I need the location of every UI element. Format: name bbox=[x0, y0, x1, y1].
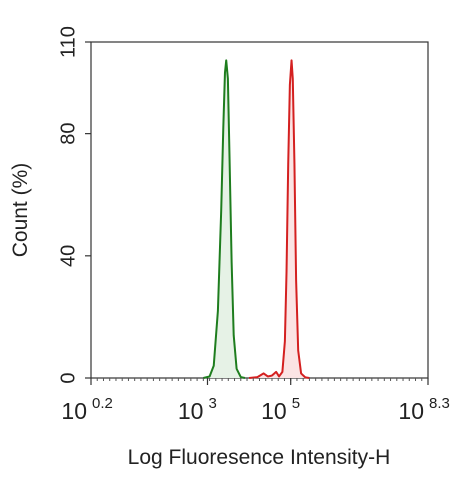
series-2-fill bbox=[249, 60, 310, 378]
series-1-fill bbox=[203, 60, 245, 378]
series-layer bbox=[203, 59, 310, 379]
y-tick-label: 40 bbox=[57, 245, 79, 267]
x-tick-label: 10 bbox=[61, 398, 87, 424]
x-tick-exponent: 5 bbox=[292, 395, 300, 412]
x-tick-exponent: 8.3 bbox=[429, 395, 450, 412]
y-tick-label: 0 bbox=[57, 372, 79, 383]
x-tick-exponent: 0.2 bbox=[92, 395, 113, 412]
y-tick-label: 80 bbox=[57, 123, 79, 145]
x-tick-label: 10 bbox=[261, 398, 287, 424]
x-tick-label: 10 bbox=[398, 398, 424, 424]
x-axis-label: Log Fluoresence Intensity-H bbox=[128, 446, 391, 469]
plot-frame bbox=[90, 41, 429, 379]
series-2-line bbox=[248, 59, 310, 379]
y-tick-label: 110 bbox=[57, 26, 79, 58]
plot-area bbox=[90, 41, 429, 379]
series-1-line bbox=[203, 59, 246, 379]
x-tick-exponent: 3 bbox=[208, 395, 216, 412]
x-tick-label: 10 bbox=[178, 398, 204, 424]
y-axis-label: Count (%) bbox=[9, 163, 32, 258]
